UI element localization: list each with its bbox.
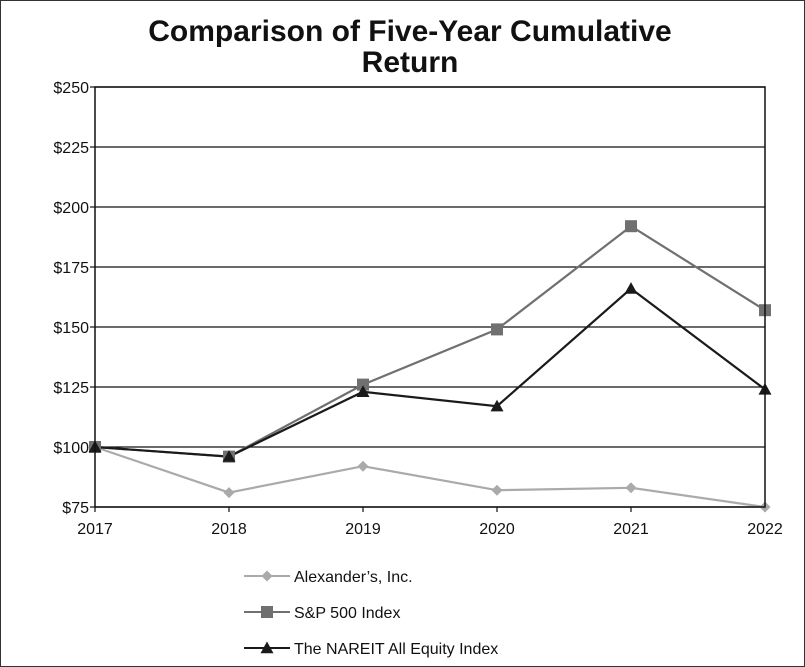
y-tick-label: $175 xyxy=(53,260,89,277)
x-axis-ticks: 2017 2018 2019 2020 2021 2022 xyxy=(77,507,783,538)
legend-marker xyxy=(261,606,273,618)
legend: Alexander’s, Inc. S&P 500 Index The NAREIT… xyxy=(244,569,498,658)
x-tick-label: 2022 xyxy=(747,521,783,538)
data-point-series-2 xyxy=(624,282,638,294)
legend-marker xyxy=(260,641,274,654)
data-point-series-2 xyxy=(356,385,370,397)
legend-item: The NAREIT All Equity Index xyxy=(244,641,498,658)
chart-title-line1: Comparison of Five-Year Cumulative xyxy=(148,15,672,48)
data-point-series-1 xyxy=(357,378,369,391)
y-tick-label: $125 xyxy=(53,380,89,397)
chart-title-line2: Return xyxy=(361,46,459,79)
y-tick-label: $75 xyxy=(62,500,89,517)
data-point-series-2 xyxy=(490,399,504,412)
x-tick-label: 2021 xyxy=(613,521,649,538)
data-point-series-0 xyxy=(491,484,503,496)
y-tick-label: $225 xyxy=(53,140,89,157)
data-point-series-2 xyxy=(222,450,236,462)
series-line-0 xyxy=(94,445,766,509)
legend-label: The NAREIT All Equity Index xyxy=(294,641,498,658)
x-tick-label: 2020 xyxy=(479,521,515,538)
legend-label: S&P 500 Index xyxy=(294,605,400,622)
y-tick-label: $150 xyxy=(53,320,89,337)
series-line-2 xyxy=(94,287,766,458)
x-tick-label: 2019 xyxy=(345,521,381,538)
chart-title: Comparison of Five-Year Cumulative Retur… xyxy=(60,16,760,78)
y-axis-ticks: $75 $100 $125 $150 $175 $200 $225 $250 xyxy=(53,80,95,517)
data-point-series-1 xyxy=(491,323,503,336)
plot-area-border xyxy=(94,86,766,508)
y-tick-label: $100 xyxy=(53,440,89,457)
gridlines xyxy=(95,86,765,508)
x-tick-label: 2018 xyxy=(211,521,247,538)
series-lines xyxy=(94,224,766,509)
legend-item: S&P 500 Index xyxy=(244,605,400,622)
data-point-series-0 xyxy=(357,460,369,472)
series-line-1 xyxy=(94,224,766,458)
series-markers xyxy=(88,220,772,513)
y-tick-label: $250 xyxy=(53,80,89,97)
legend-item: Alexander’s, Inc. xyxy=(244,569,413,586)
data-point-series-0 xyxy=(223,487,235,499)
legend-label: Alexander’s, Inc. xyxy=(294,569,413,586)
y-tick-label: $200 xyxy=(53,200,89,217)
data-point-series-1 xyxy=(625,220,637,233)
legend-marker xyxy=(261,570,273,582)
data-point-series-0 xyxy=(625,482,637,494)
x-tick-label: 2017 xyxy=(77,521,113,538)
